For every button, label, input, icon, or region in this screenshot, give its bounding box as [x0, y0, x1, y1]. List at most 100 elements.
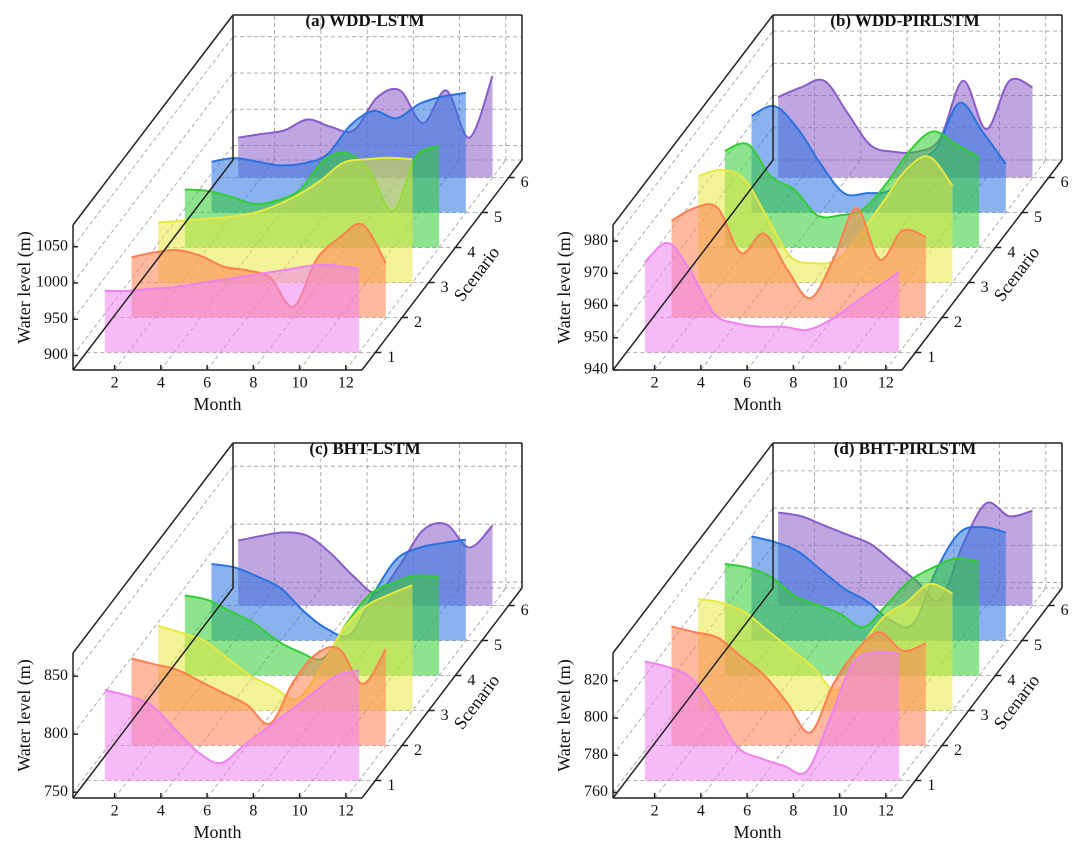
- y-tick-label: 800: [44, 725, 68, 742]
- x-tick-label: 2: [111, 803, 119, 820]
- z-tick-label: 6: [521, 174, 529, 191]
- x-tick-label: 8: [249, 375, 257, 392]
- z-tick-label: 4: [1007, 244, 1015, 261]
- area-line: [671, 625, 927, 734]
- grid-line: [72, 72, 234, 284]
- grid-line: [72, 109, 234, 320]
- x-tick-label: 4: [157, 375, 165, 392]
- area-line: [104, 669, 360, 765]
- y-tick-label: 750: [44, 783, 68, 800]
- z-tick-label: 2: [414, 314, 422, 331]
- area: [644, 242, 900, 353]
- y-tick-label: 1050: [36, 237, 68, 254]
- x-tick-label: 12: [878, 375, 894, 392]
- chart-title: (c) BHT-LSTM: [309, 439, 420, 458]
- y-tick-label: 800: [584, 709, 608, 726]
- z-axis-label: Scenario: [990, 243, 1044, 305]
- area: [644, 651, 900, 781]
- y-tick-label: 940: [584, 361, 608, 378]
- x-tick-label: 8: [789, 803, 797, 820]
- grid-line: [885, 159, 1047, 371]
- y-tick-label: 850: [44, 667, 68, 684]
- area: [104, 670, 360, 781]
- axis-line: [72, 442, 234, 654]
- axis-line: [72, 159, 234, 371]
- axis-line: [901, 159, 1063, 371]
- x-tick-label: 4: [157, 803, 165, 820]
- y-tick-label: 950: [584, 328, 608, 345]
- area-line: [131, 646, 387, 725]
- x-axis-label: Month: [193, 822, 241, 842]
- x-axis-label: Month: [733, 394, 781, 414]
- x-tick-label: 10: [292, 803, 308, 820]
- area-line: [751, 525, 1007, 629]
- x-tick-label: 4: [697, 375, 705, 392]
- z-tick-label: 2: [414, 742, 422, 759]
- z-axis-label: Scenario: [450, 243, 504, 305]
- x-tick-label: 6: [743, 375, 751, 392]
- y-axis-label: Water level (m): [554, 231, 575, 344]
- z-tick-label: 3: [441, 707, 449, 724]
- z-tick-label: 2: [954, 314, 962, 331]
- x-axis-label: Month: [733, 822, 781, 842]
- y-tick-label: 820: [584, 672, 608, 689]
- grid-line: [885, 587, 1047, 799]
- axis-line: [612, 587, 774, 799]
- grid-line: [72, 523, 234, 735]
- z-tick-label: 2: [954, 742, 962, 759]
- z-tick-label: 1: [927, 777, 935, 794]
- chart-title: (d) BHT-PIRLSTM: [834, 439, 976, 458]
- y-tick-label: 970: [584, 264, 608, 281]
- z-tick-label: 1: [387, 349, 395, 366]
- area-line: [158, 156, 413, 224]
- area-line: [698, 582, 953, 692]
- area-line: [211, 91, 466, 167]
- y-tick-label: 960: [584, 296, 608, 313]
- x-tick-label: 12: [338, 803, 354, 820]
- x-tick-label: 6: [203, 803, 211, 820]
- axis-line: [612, 14, 774, 226]
- x-tick-label: 6: [203, 375, 211, 392]
- area-line: [237, 522, 494, 594]
- y-tick-label: 950: [44, 310, 68, 327]
- area: [104, 265, 360, 353]
- x-tick-label: 2: [651, 803, 659, 820]
- z-tick-label: 3: [981, 279, 989, 296]
- y-tick-label: 1000: [36, 274, 68, 291]
- area-line: [778, 501, 1033, 603]
- z-axis-label: Scenario: [990, 671, 1044, 733]
- axis-line: [901, 587, 1063, 799]
- z-tick-label: 3: [441, 279, 449, 296]
- y-tick-label: 780: [584, 746, 608, 763]
- grid-line: [345, 159, 507, 371]
- grid-line: [612, 470, 774, 682]
- z-tick-label: 6: [521, 602, 529, 619]
- x-tick-label: 6: [743, 803, 751, 820]
- z-tick-label: 6: [1061, 174, 1069, 191]
- y-tick-label: 760: [584, 783, 608, 800]
- x-axis-label: Month: [193, 394, 241, 414]
- x-tick-label: 12: [878, 803, 894, 820]
- grid-line: [345, 587, 507, 799]
- z-tick-label: 4: [1007, 672, 1015, 689]
- grid-line: [612, 507, 774, 719]
- z-tick-label: 6: [1061, 602, 1069, 619]
- x-tick-label: 10: [832, 803, 848, 820]
- chart-title: (b) WDD-PIRLSTM: [830, 11, 979, 30]
- chart-title: (a) WDD-LSTM: [305, 11, 424, 30]
- area-line: [697, 155, 954, 265]
- area-line: [670, 203, 927, 300]
- x-tick-label: 4: [697, 803, 705, 820]
- area-line: [644, 650, 900, 775]
- area: [671, 204, 926, 318]
- area-line: [104, 264, 360, 293]
- grid-line: [72, 145, 234, 356]
- z-tick-label: 1: [387, 777, 395, 794]
- y-axis-label: Water level (m): [14, 659, 35, 772]
- grid-line: [72, 465, 234, 677]
- z-tick-label: 1: [927, 349, 935, 366]
- grid-line: [612, 63, 774, 274]
